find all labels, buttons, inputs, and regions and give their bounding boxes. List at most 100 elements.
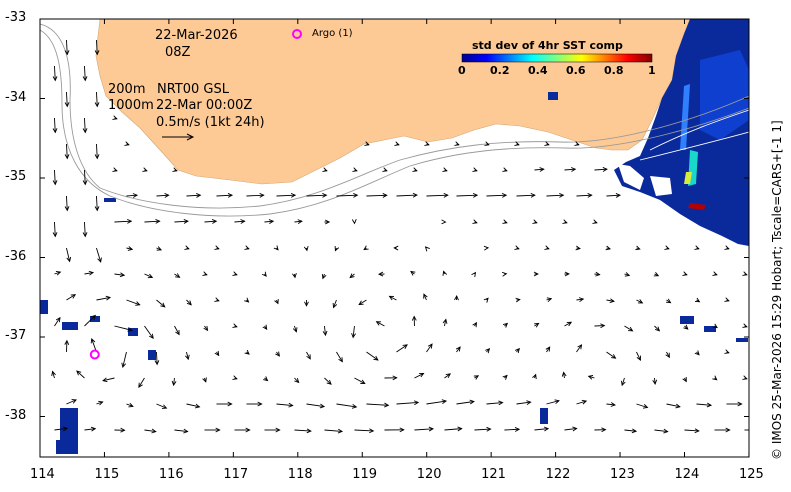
current-arrowhead bbox=[615, 193, 621, 198]
current-arrowhead bbox=[712, 323, 718, 329]
current-arrowhead bbox=[324, 219, 331, 225]
current-arrowhead bbox=[98, 400, 104, 406]
current-arrow bbox=[756, 300, 758, 301]
current-arrow bbox=[366, 194, 387, 197]
current-arrow bbox=[126, 299, 140, 306]
current-arrowhead bbox=[349, 273, 355, 279]
current-arrowhead bbox=[441, 399, 448, 404]
current-arrow bbox=[234, 220, 245, 223]
current-arrow bbox=[186, 351, 189, 360]
current-arrowhead bbox=[581, 399, 588, 405]
current-arrow bbox=[354, 429, 374, 432]
current-arrow bbox=[376, 321, 385, 327]
current-arrow bbox=[246, 194, 264, 197]
current-arrowhead bbox=[424, 246, 430, 252]
y-tick-label: -37 bbox=[5, 328, 27, 343]
current-arrowhead bbox=[64, 206, 70, 212]
current-arrowhead bbox=[610, 402, 616, 407]
current-arrowhead bbox=[294, 377, 300, 384]
current-arrow bbox=[96, 39, 98, 55]
current-arrow bbox=[66, 91, 68, 107]
x-tick-label: 114 bbox=[30, 467, 55, 482]
current-arrowhead bbox=[457, 426, 463, 432]
current-arrowhead bbox=[724, 245, 730, 250]
current-arrow bbox=[456, 194, 478, 197]
current-arrowhead bbox=[90, 426, 97, 432]
current-arrowhead bbox=[587, 192, 593, 198]
current-arrowhead bbox=[112, 167, 118, 172]
current-arrowhead bbox=[214, 245, 220, 250]
current-arrow bbox=[336, 351, 343, 362]
current-arrowhead bbox=[445, 373, 451, 379]
current-arrowhead bbox=[423, 293, 428, 299]
current-arrowhead bbox=[175, 330, 180, 336]
current-arrow bbox=[564, 168, 576, 171]
current-arrowhead bbox=[196, 193, 202, 198]
colorbar-tick-label: 0.8 bbox=[604, 64, 624, 77]
current-arrowhead bbox=[642, 404, 649, 409]
y-tick-label: -33 bbox=[5, 10, 27, 25]
current-arrowhead bbox=[544, 245, 550, 250]
current-arrowhead bbox=[742, 323, 748, 328]
current-arrow bbox=[174, 220, 188, 223]
current-arrowhead bbox=[64, 154, 70, 160]
current-arrow bbox=[66, 195, 68, 211]
current-arrowhead bbox=[351, 333, 356, 339]
current-arrow bbox=[144, 273, 153, 278]
argo-float-marker[interactable] bbox=[89, 349, 100, 360]
current-arrowhead bbox=[82, 180, 88, 186]
current-arrow bbox=[186, 194, 201, 197]
current-arrow bbox=[144, 429, 156, 433]
current-arrowhead bbox=[485, 348, 491, 354]
current-arrowhead bbox=[675, 403, 681, 409]
current-arrow bbox=[756, 352, 758, 353]
current-arrowhead bbox=[353, 192, 359, 198]
current-arrow bbox=[122, 351, 127, 368]
current-arrowhead bbox=[575, 245, 581, 251]
current-arrow bbox=[156, 351, 158, 365]
y-tick-label: -35 bbox=[5, 169, 27, 184]
current-arrowhead bbox=[382, 167, 388, 172]
current-arrow bbox=[684, 429, 699, 432]
current-arrowhead bbox=[351, 219, 357, 225]
current-arrowhead bbox=[742, 271, 748, 276]
current-arrowhead bbox=[257, 401, 263, 407]
current-arrow bbox=[696, 403, 712, 406]
current-arrowhead bbox=[472, 219, 478, 224]
current-arrowhead bbox=[682, 376, 687, 383]
current-arrowhead bbox=[442, 318, 448, 324]
current-arrowhead bbox=[595, 271, 601, 277]
current-arrowhead bbox=[502, 322, 509, 328]
current-arrow bbox=[54, 271, 61, 275]
current-arrowhead bbox=[306, 428, 312, 434]
y-tick-label: -34 bbox=[5, 89, 27, 105]
current-arrowhead bbox=[55, 270, 62, 276]
current-arrowhead bbox=[94, 50, 100, 56]
current-arrowhead bbox=[303, 245, 309, 252]
current-arrowhead bbox=[534, 322, 540, 328]
current-arrowhead bbox=[148, 333, 154, 340]
current-arrowhead bbox=[338, 357, 343, 363]
current-arrowhead bbox=[502, 219, 508, 224]
current-arrowhead bbox=[232, 323, 238, 328]
current-arrow bbox=[414, 428, 434, 431]
current-arrowhead bbox=[483, 297, 489, 303]
current-arrowhead bbox=[273, 245, 279, 251]
current-arrowhead bbox=[501, 192, 508, 198]
current-arrow bbox=[352, 325, 355, 338]
current-arrow bbox=[84, 272, 94, 275]
current-arrowhead bbox=[112, 115, 118, 120]
current-arrowhead bbox=[609, 298, 615, 304]
current-arrowhead bbox=[88, 270, 95, 276]
current-arrow bbox=[666, 403, 680, 408]
current-arrowhead bbox=[664, 245, 670, 250]
current-arrowhead bbox=[268, 219, 275, 224]
current-arrowhead bbox=[156, 246, 163, 251]
current-arrowhead bbox=[624, 272, 631, 277]
current-arrowhead bbox=[263, 376, 269, 382]
current-arrow bbox=[444, 428, 462, 431]
current-arrowhead bbox=[694, 350, 700, 356]
current-arrowhead bbox=[628, 326, 634, 332]
current-arrowhead bbox=[472, 321, 477, 328]
current-arrowhead bbox=[605, 245, 612, 251]
